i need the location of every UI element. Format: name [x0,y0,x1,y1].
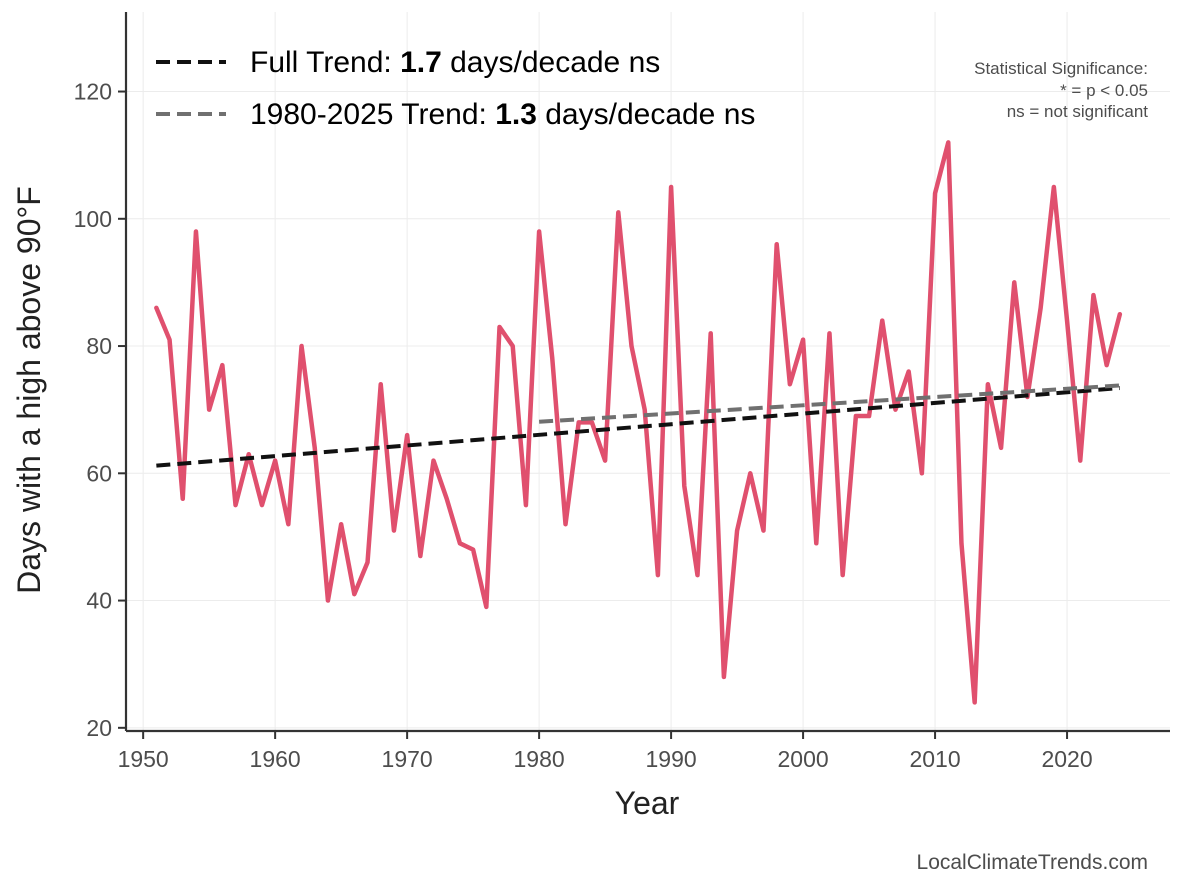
legend-rate-recent-trend: 1.3 [495,98,537,131]
y-tick-label: 40 [86,588,112,614]
legend: Full Trend: 1.7 days/decade ns 1980-2025… [156,46,755,131]
x-tick-label: 1970 [382,746,433,772]
significance-note-title: Statistical Significance: [974,59,1148,78]
y-tick-label: 20 [86,715,112,741]
data-series [154,140,1123,705]
x-tick-label: 1960 [250,746,301,772]
significance-note: Statistical Significance: * = p < 0.05 n… [974,59,1148,121]
legend-label-full-trend: Full Trend: 1.7 days/decade ns [250,46,660,79]
y-tick-label: 100 [74,206,112,232]
x-axis-title: Year [615,785,680,821]
legend-prefix-recent-trend: 1980-2025 Trend: [250,98,495,131]
legend-prefix-full-trend: Full Trend: [250,46,400,79]
x-tick-label: 2010 [909,746,960,772]
x-tick-label: 1990 [646,746,697,772]
trend-lines [156,383,1121,468]
x-tick-label: 2000 [777,746,828,772]
full-trend-line [156,386,1121,468]
legend-suffix-recent-trend: days/decade ns [537,98,755,131]
significance-note-ns: ns = not significant [1007,102,1149,121]
y-tick-label: 120 [74,79,112,105]
recent-trend-line [538,383,1120,424]
legend-suffix-full-trend: days/decade ns [442,46,660,79]
series-line [154,140,1123,705]
legend-rate-full-trend: 1.7 [400,46,442,79]
x-tick-label: 2020 [1041,746,1092,772]
y-tick-label: 80 [86,333,112,359]
gridlines [126,12,1170,731]
y-axis-title: Days with a high above 90°F [11,186,47,594]
axes [124,12,1170,733]
significance-note-p: * = p < 0.05 [1060,81,1148,100]
tick-labels: 20 40 60 80 100 120 1950 1960 1970 1980 1990 2000 20… [74,79,1093,772]
legend-label-recent-trend: 1980-2025 Trend: 1.3 days/decade ns [250,98,755,131]
tick-marks [118,90,1069,739]
y-tick-label: 60 [86,460,112,486]
x-tick-label: 1950 [118,746,169,772]
x-tick-label: 1980 [514,746,565,772]
credit-text: LocalClimateTrends.com [917,851,1148,874]
